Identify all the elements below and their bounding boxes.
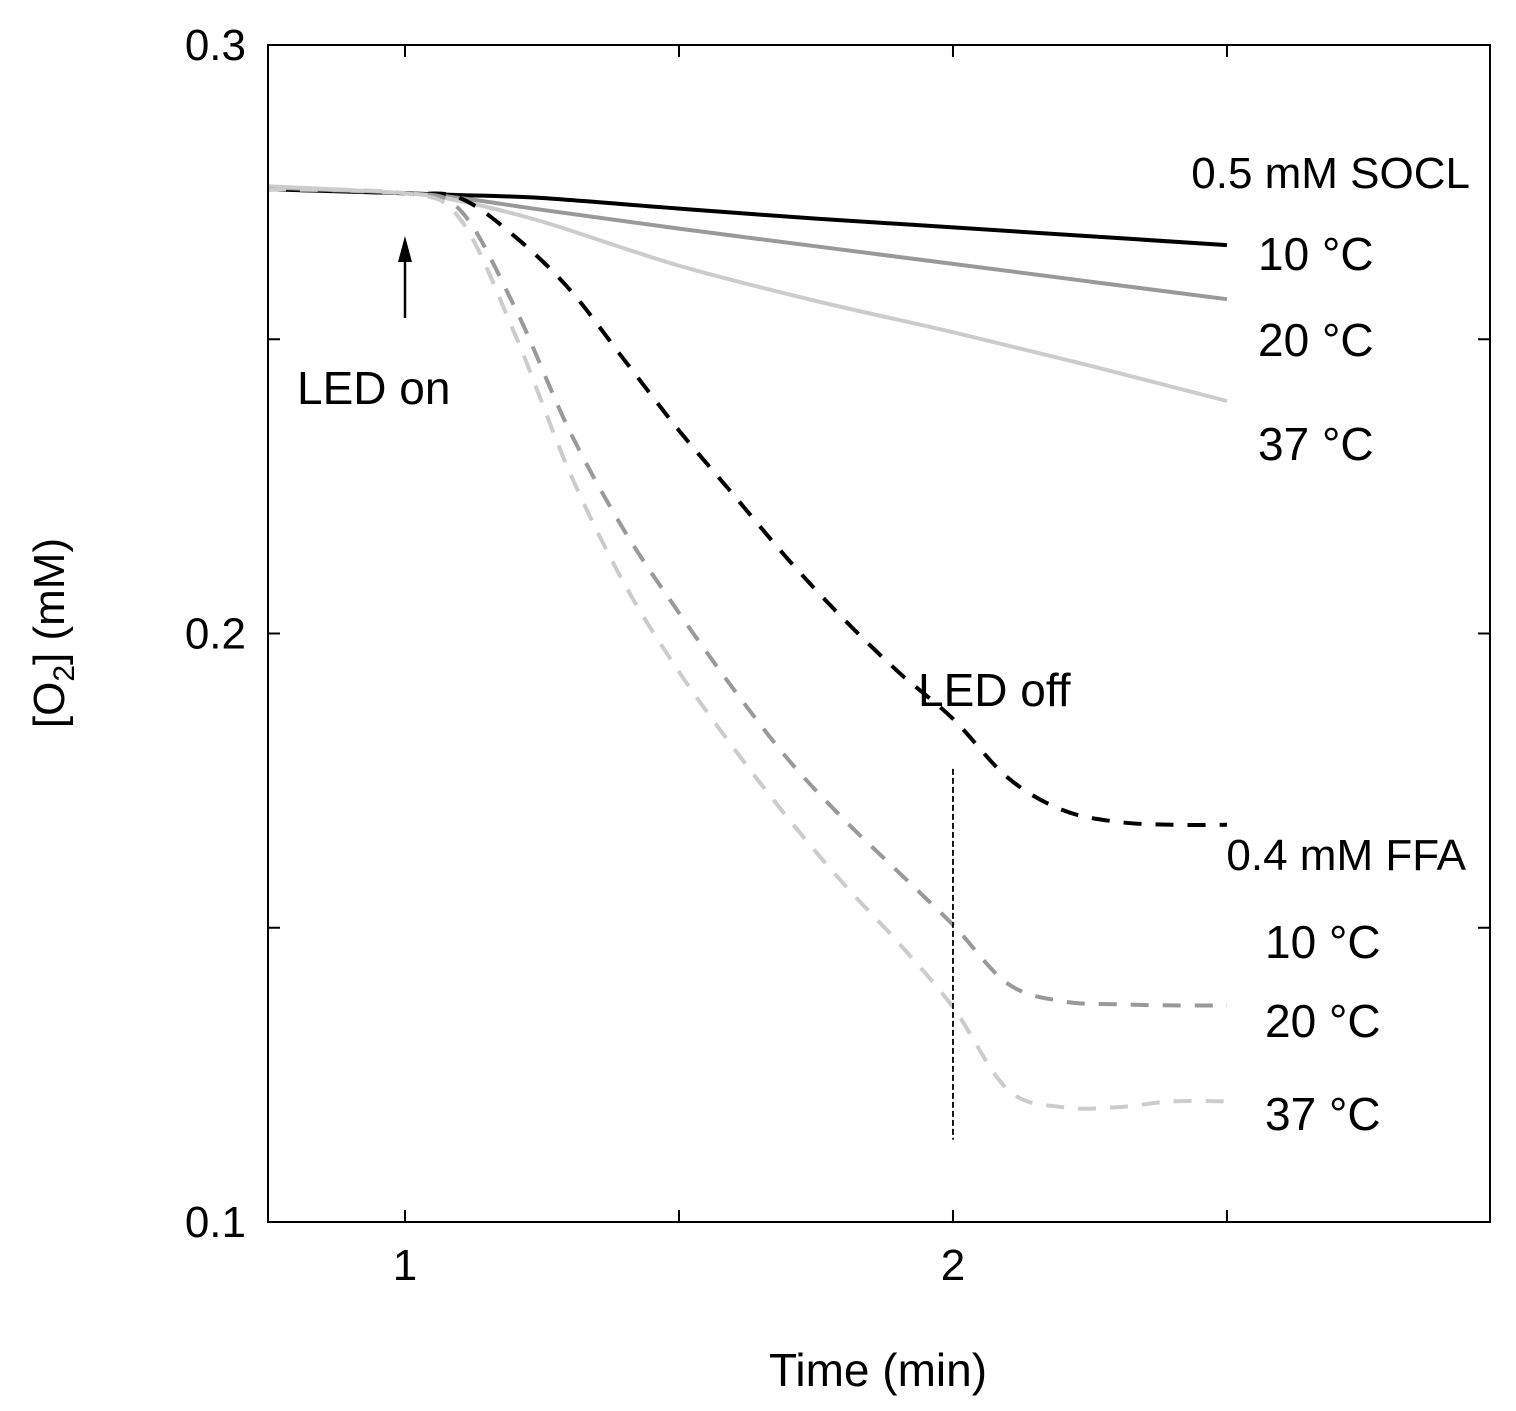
y-tick-label: 0.3 — [185, 21, 246, 70]
y-tick-label: 0.2 — [185, 610, 246, 659]
series-label-ffa-10: 10 °C — [1265, 916, 1381, 968]
series-label-ffa-20: 20 °C — [1265, 995, 1381, 1047]
series-label-socl-37: 37 °C — [1258, 418, 1374, 470]
series-label-ffa-37: 37 °C — [1265, 1088, 1381, 1140]
group-label-ffa: 0.4 mM FFA — [1226, 831, 1466, 880]
ffa-series-line-20 — [267, 187, 1228, 1008]
y-axis-title-end: ] (mM) — [25, 538, 74, 665]
led-on-label: LED on — [297, 362, 450, 414]
led-on-arrowhead — [397, 236, 412, 262]
plot-frame — [267, 44, 1491, 1223]
y-axis-title: [O2] (mM) — [25, 538, 81, 728]
led-off-label: LED off — [918, 664, 1071, 716]
y-axis-title-subscript: 2 — [48, 665, 81, 682]
annotation-layer — [397, 236, 954, 1140]
y-axis-title-main: [O — [25, 682, 74, 728]
series-label-socl-20: 20 °C — [1258, 314, 1374, 366]
x-tick-label: 1 — [393, 1241, 417, 1290]
y-tick-label: 0.1 — [185, 1198, 246, 1247]
ffa-series-line-10 — [267, 187, 1228, 828]
group-label-socl: 0.5 mM SOCL — [1191, 149, 1470, 198]
x-tick-label: 2 — [941, 1241, 965, 1290]
ffa-series-line-37 — [267, 187, 1228, 1111]
x-axis-title: Time (min) — [769, 1344, 987, 1396]
series-label-socl-10: 10 °C — [1258, 228, 1374, 280]
series-layer — [267, 184, 1228, 1111]
axis-ticks: 1 2 0.1 0.2 0.3 — [185, 21, 1490, 1290]
